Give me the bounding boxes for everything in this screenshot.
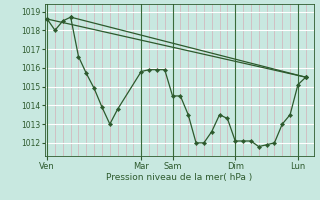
X-axis label: Pression niveau de la mer( hPa ): Pression niveau de la mer( hPa ): [106, 173, 252, 182]
